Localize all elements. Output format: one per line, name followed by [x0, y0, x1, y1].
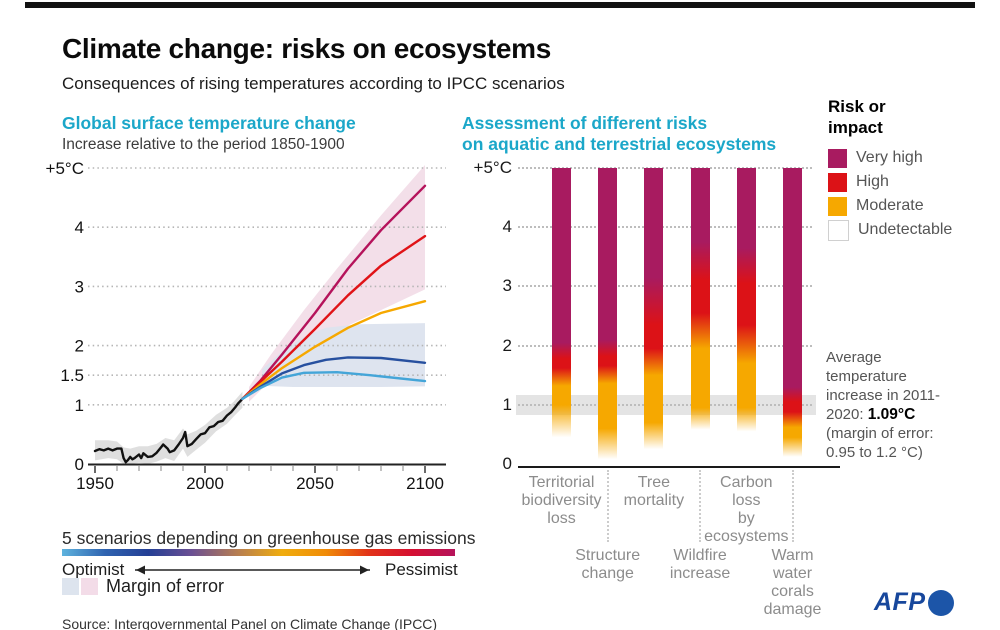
x-tick-label-2050: 2050 — [296, 474, 334, 493]
risk-swatch-icon — [828, 219, 849, 241]
risk-legend-label: Very high — [856, 149, 923, 166]
pessimist-margin-band — [249, 165, 425, 402]
y-tick-label-3: 3 — [75, 277, 84, 296]
risk-legend-item-high: High — [828, 170, 988, 194]
risk-bar-2 — [598, 168, 618, 464]
optimist-margin-band — [262, 323, 425, 387]
right-chart-title-line2: on aquatic and terrestrial ecosystems — [462, 133, 777, 154]
risk-legend: Risk or impact Very high High Moderate Unde… — [828, 96, 988, 242]
scenario-pessimist-line — [241, 184, 427, 401]
risk-bar-label-2: Structure change — [575, 547, 641, 582]
right-y-tick-label-0: 0 — [502, 454, 512, 473]
page-subtitle: Consequences of rising temperatures acco… — [62, 74, 565, 93]
risk-bar-4 — [690, 168, 710, 464]
historical-margin-band — [95, 391, 243, 464]
margin-error-label: Margin of error — [106, 576, 225, 596]
page-title: Climate change: risks on ecosystems — [62, 32, 552, 64]
scenario-intermediate-line — [241, 300, 427, 401]
right-gridline-4 — [518, 226, 812, 229]
right-y-tick-label-3: 3 — [502, 276, 512, 296]
risk-bar-label-5: Carbon loss by ecosystems — [704, 474, 789, 545]
risk-bar-6 — [783, 168, 802, 464]
right-chart-title-line1: Assessment of different risks — [462, 112, 708, 133]
optimist-label: Optimist — [62, 560, 125, 579]
right-chart-title: Assessment of different risks on aquatic… — [462, 113, 776, 155]
risk-legend-label: High — [856, 173, 889, 190]
risk-legend-item-very-high: Very high — [828, 146, 988, 170]
margin-error-swatch-pink — [81, 578, 98, 595]
x-tick-label-2000: 2000 — [186, 474, 224, 493]
right-y-tick-label-+5°C: +5°C — [473, 158, 512, 177]
observed-line — [93, 397, 244, 464]
scenario-high-line — [241, 234, 427, 401]
pessimist-label: Pessimist — [385, 560, 458, 579]
scenarios-caption: 5 scenarios depending on greenhouse gas … — [62, 527, 476, 548]
risk-legend-label: Undetectable — [858, 221, 953, 238]
y-tick-label-+5°C: +5°C — [46, 159, 84, 178]
risk-bar-1 — [552, 168, 571, 464]
y-tick-label-0: 0 — [75, 455, 84, 474]
right-gridline-1 — [518, 403, 812, 406]
label-leader-line-6 — [791, 470, 794, 542]
y-tick-label-4: 4 — [75, 218, 84, 237]
right-gridline-2 — [518, 344, 812, 347]
afp-logo: AFP — [874, 588, 954, 617]
source-note: Source: Intergovernmental Panel on Clima… — [62, 616, 438, 630]
x-tick-label-1950: 1950 — [76, 474, 114, 493]
scenario-optimist-line — [241, 371, 427, 401]
label-leader-line-2 — [606, 470, 609, 542]
right-y-tick-label-2: 2 — [502, 335, 512, 355]
left-chart-title: Global surface temperature change — [62, 112, 356, 133]
scenario-low-line — [241, 356, 427, 401]
risk-legend-label: Moderate — [856, 197, 924, 214]
risk-swatch-icon — [828, 172, 847, 192]
risk-bar-label-6: Warm water corals damage — [763, 547, 822, 618]
risk-swatch-icon — [828, 148, 847, 168]
right-y-tick-label-4: 4 — [502, 217, 512, 237]
afp-logo-circle-icon — [927, 589, 954, 616]
y-tick-label-1.5: 1.5 — [60, 366, 84, 385]
risk-bar-3 — [644, 168, 664, 464]
right-x-axis — [518, 465, 840, 468]
left-chart-subtitle: Increase relative to the period 1850-190… — [62, 135, 345, 153]
x-tick-label-2100: 2100 — [406, 474, 444, 493]
optimist-pessimist-arrow — [135, 565, 370, 575]
top-border-bar — [25, 2, 975, 8]
right-gridline-+5°C — [518, 167, 812, 169]
risk-bar-label-4: Wildfire increase — [669, 547, 731, 582]
annotation-text-before: Average temperature increase in 2011-202… — [826, 349, 940, 423]
risk-legend-item-undetectable: Undetectable — [828, 218, 988, 242]
afp-logo-text: AFP — [874, 588, 926, 616]
risk-bar-label-3: Tree mortality — [623, 474, 685, 509]
risk-legend-item-moderate: Moderate — [828, 194, 988, 218]
risk-bar-label-1: Territorial biodiversity loss — [521, 474, 602, 527]
risk-swatch-icon — [828, 196, 847, 216]
right-y-tick-label-1: 1 — [502, 394, 512, 414]
risk-bar-5 — [736, 168, 756, 464]
annotation-text-after: (margin of error: 0.95 to 1.2 °C) — [826, 425, 934, 461]
y-tick-label-1: 1 — [75, 396, 84, 415]
label-leader-line-4 — [699, 470, 702, 542]
average-temperature-annotation: Average temperature increase in 2011-202… — [826, 348, 956, 462]
right-gridline-3 — [518, 285, 812, 288]
y-tick-label-2: 2 — [75, 337, 84, 356]
annotation-value: 1.09°C — [867, 406, 916, 423]
scenario-gradient-bar — [62, 549, 455, 556]
risk-legend-title: Risk or impact — [828, 97, 886, 137]
margin-error-swatch-blue — [62, 578, 79, 595]
risk-legend-items: Very high High Moderate Undetectable — [828, 146, 988, 242]
